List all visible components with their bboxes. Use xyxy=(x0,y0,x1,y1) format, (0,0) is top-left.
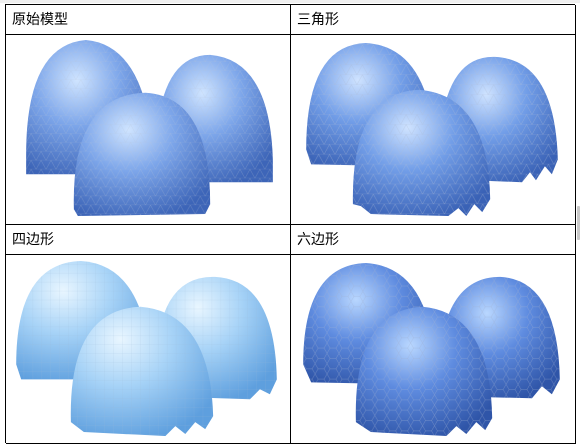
image-quad-mesh xyxy=(6,255,291,444)
domes-original-graphic xyxy=(26,39,273,217)
cell-label-triangle: 三角形 xyxy=(291,5,576,35)
scrollbar-handle[interactable] xyxy=(577,206,580,240)
cell-label-original: 原始模型 xyxy=(6,5,291,35)
image-original-model xyxy=(6,35,291,225)
image-triangle-mesh xyxy=(291,35,576,225)
comparison-table: 原始模型 三角形 xyxy=(5,4,576,444)
domes-quad-graphic xyxy=(16,260,277,437)
domes-hexagon-graphic xyxy=(303,262,560,437)
window-top-edge xyxy=(0,0,580,3)
domes-triangle-graphic xyxy=(306,42,558,217)
cell-label-quad: 四边形 xyxy=(6,225,291,255)
image-hexagon-mesh xyxy=(291,255,576,444)
cell-label-hexagon: 六边形 xyxy=(291,225,576,255)
